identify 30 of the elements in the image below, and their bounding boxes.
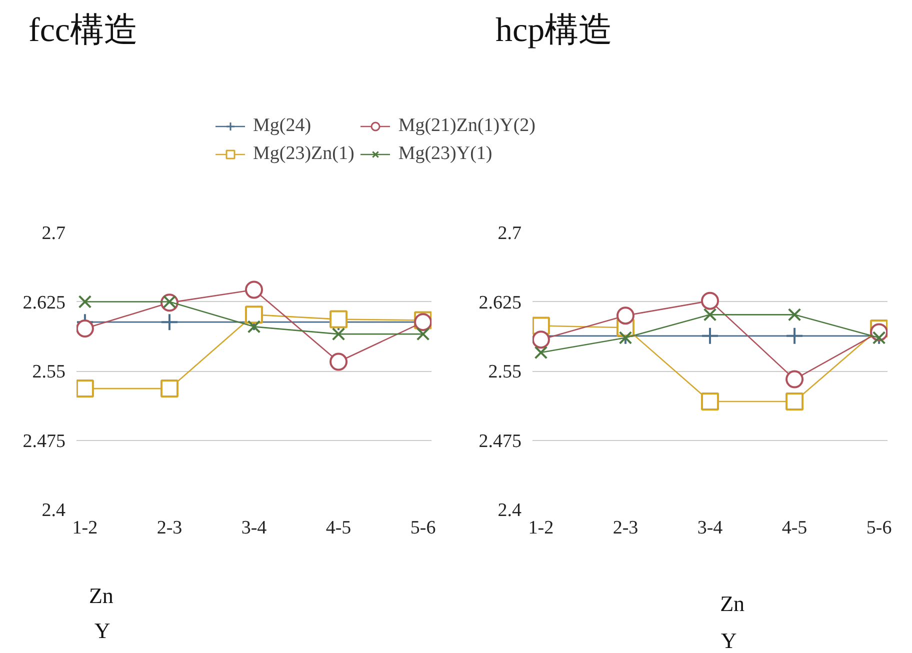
legend-label: Mg(23)Zn(1) (253, 143, 354, 165)
x-tick-label: 3-4 (697, 518, 724, 538)
text: Zn (88, 583, 114, 608)
x-tick-label: 3-4 (241, 518, 268, 538)
text: Zn (720, 591, 745, 616)
y-tick-label: 2.55 (488, 362, 522, 382)
x-tick-label: 5-6 (410, 518, 436, 538)
text: Y (720, 628, 737, 653)
y-tick-label: 2.625 (478, 292, 522, 314)
y-tick-label: 2.4 (498, 500, 522, 521)
x-tick-label: 2-3 (612, 518, 638, 538)
y-tick-label: 2.7 (42, 223, 66, 244)
legend-label: Mg(21)Zn(1)Y(2) (398, 115, 536, 137)
x-tick-label: 4-5 (326, 518, 352, 538)
chart-title: hcp構造 (496, 12, 613, 49)
x-tick-label: 1-2 (528, 518, 554, 538)
y-tick-label: 2.475 (22, 430, 66, 452)
y-tick-label: 2.4 (42, 500, 66, 521)
y-tick-label: 2.625 (22, 292, 66, 314)
legend-label: Mg(23)Y(1) (398, 143, 492, 165)
text: Y (94, 618, 110, 643)
x-tick-label: 2-3 (156, 518, 182, 538)
y-tick-label: 2.55 (32, 362, 66, 382)
y-tick-label: 2.475 (478, 430, 522, 452)
x-tick-label: 5-6 (866, 518, 892, 538)
y-tick-label: 2.7 (498, 223, 522, 244)
chart-title: fcc構造 (28, 12, 138, 49)
x-tick-label: 4-5 (782, 518, 808, 538)
legend-label: Mg(24) (253, 115, 312, 137)
x-tick-label: 1-2 (72, 518, 98, 538)
